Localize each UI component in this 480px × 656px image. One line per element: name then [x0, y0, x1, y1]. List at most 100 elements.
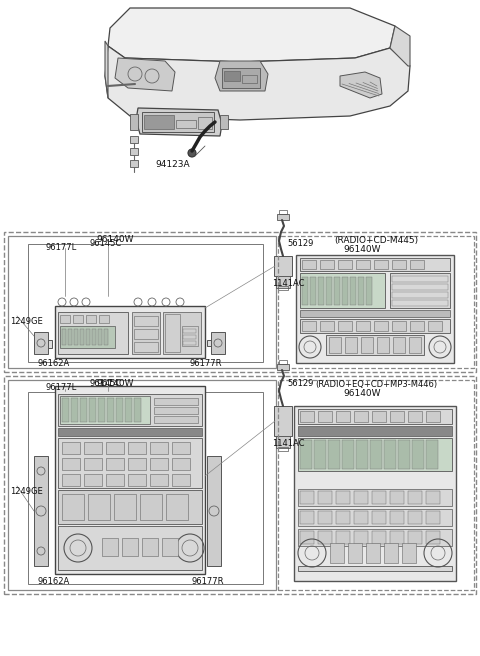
- Bar: [242, 75, 257, 83]
- Bar: [348, 543, 362, 563]
- Bar: [318, 411, 332, 422]
- Bar: [62, 329, 66, 345]
- Bar: [122, 538, 138, 556]
- Bar: [150, 474, 168, 486]
- Bar: [8, 236, 276, 368]
- Bar: [80, 398, 87, 422]
- Text: 96162A: 96162A: [38, 359, 70, 369]
- Bar: [354, 491, 368, 504]
- Bar: [336, 411, 350, 422]
- Bar: [150, 458, 168, 470]
- Bar: [62, 442, 80, 454]
- Bar: [408, 531, 422, 544]
- Bar: [279, 210, 287, 214]
- Bar: [302, 321, 316, 331]
- Bar: [426, 531, 440, 544]
- Text: 96140W: 96140W: [96, 236, 134, 245]
- Polygon shape: [108, 8, 395, 62]
- Polygon shape: [115, 58, 175, 91]
- Bar: [392, 300, 448, 306]
- Polygon shape: [130, 148, 138, 155]
- Bar: [330, 543, 344, 563]
- Bar: [274, 406, 292, 436]
- Bar: [58, 394, 202, 426]
- Bar: [372, 511, 386, 524]
- Bar: [211, 332, 225, 354]
- Text: 56129: 56129: [287, 380, 313, 388]
- Bar: [320, 260, 334, 269]
- Bar: [300, 511, 314, 524]
- Text: 96140W: 96140W: [343, 390, 381, 398]
- Bar: [277, 364, 289, 370]
- Bar: [326, 277, 332, 305]
- Bar: [220, 115, 228, 129]
- Bar: [86, 329, 90, 345]
- Bar: [374, 321, 388, 331]
- Bar: [60, 315, 70, 323]
- Bar: [412, 440, 424, 469]
- Bar: [366, 277, 372, 305]
- Polygon shape: [215, 61, 268, 91]
- Bar: [426, 411, 440, 422]
- Bar: [80, 329, 84, 345]
- Bar: [134, 329, 158, 339]
- Bar: [84, 458, 102, 470]
- Bar: [302, 260, 316, 269]
- Bar: [276, 276, 290, 288]
- Bar: [279, 360, 287, 364]
- Bar: [372, 411, 386, 422]
- Polygon shape: [130, 160, 138, 167]
- Bar: [392, 276, 448, 282]
- Bar: [278, 447, 288, 451]
- Text: 1249GE: 1249GE: [10, 487, 43, 495]
- Bar: [338, 321, 352, 331]
- Bar: [62, 494, 84, 520]
- Bar: [384, 440, 396, 469]
- Bar: [60, 326, 115, 348]
- Bar: [125, 398, 132, 422]
- Bar: [294, 406, 456, 581]
- Bar: [300, 531, 314, 544]
- Bar: [356, 440, 368, 469]
- Bar: [426, 511, 440, 524]
- Bar: [55, 386, 205, 574]
- Text: 56129: 56129: [287, 239, 313, 247]
- Bar: [298, 426, 452, 436]
- Bar: [162, 538, 178, 556]
- Bar: [34, 456, 48, 566]
- Bar: [392, 284, 448, 290]
- Bar: [84, 474, 102, 486]
- Bar: [298, 566, 452, 571]
- Text: 96145C: 96145C: [90, 239, 122, 247]
- Bar: [342, 440, 354, 469]
- Bar: [58, 526, 202, 570]
- Bar: [183, 341, 196, 345]
- Bar: [336, 531, 350, 544]
- Bar: [130, 114, 138, 130]
- Polygon shape: [105, 41, 108, 98]
- Text: 96162A: 96162A: [38, 577, 70, 586]
- Bar: [328, 440, 340, 469]
- Bar: [88, 494, 110, 520]
- Bar: [390, 491, 404, 504]
- Bar: [409, 337, 421, 353]
- Text: 96145C: 96145C: [90, 380, 122, 388]
- Bar: [366, 543, 380, 563]
- Bar: [128, 458, 146, 470]
- Bar: [350, 277, 356, 305]
- Text: 96140W: 96140W: [343, 245, 381, 255]
- Bar: [104, 329, 108, 345]
- Bar: [410, 260, 424, 269]
- Bar: [128, 474, 146, 486]
- Polygon shape: [136, 108, 222, 136]
- Bar: [310, 277, 316, 305]
- Bar: [372, 531, 386, 544]
- Bar: [28, 244, 263, 362]
- Bar: [336, 491, 350, 504]
- Bar: [374, 260, 388, 269]
- Bar: [114, 494, 136, 520]
- Bar: [390, 511, 404, 524]
- Bar: [71, 398, 78, 422]
- Bar: [172, 474, 190, 486]
- Bar: [224, 71, 240, 81]
